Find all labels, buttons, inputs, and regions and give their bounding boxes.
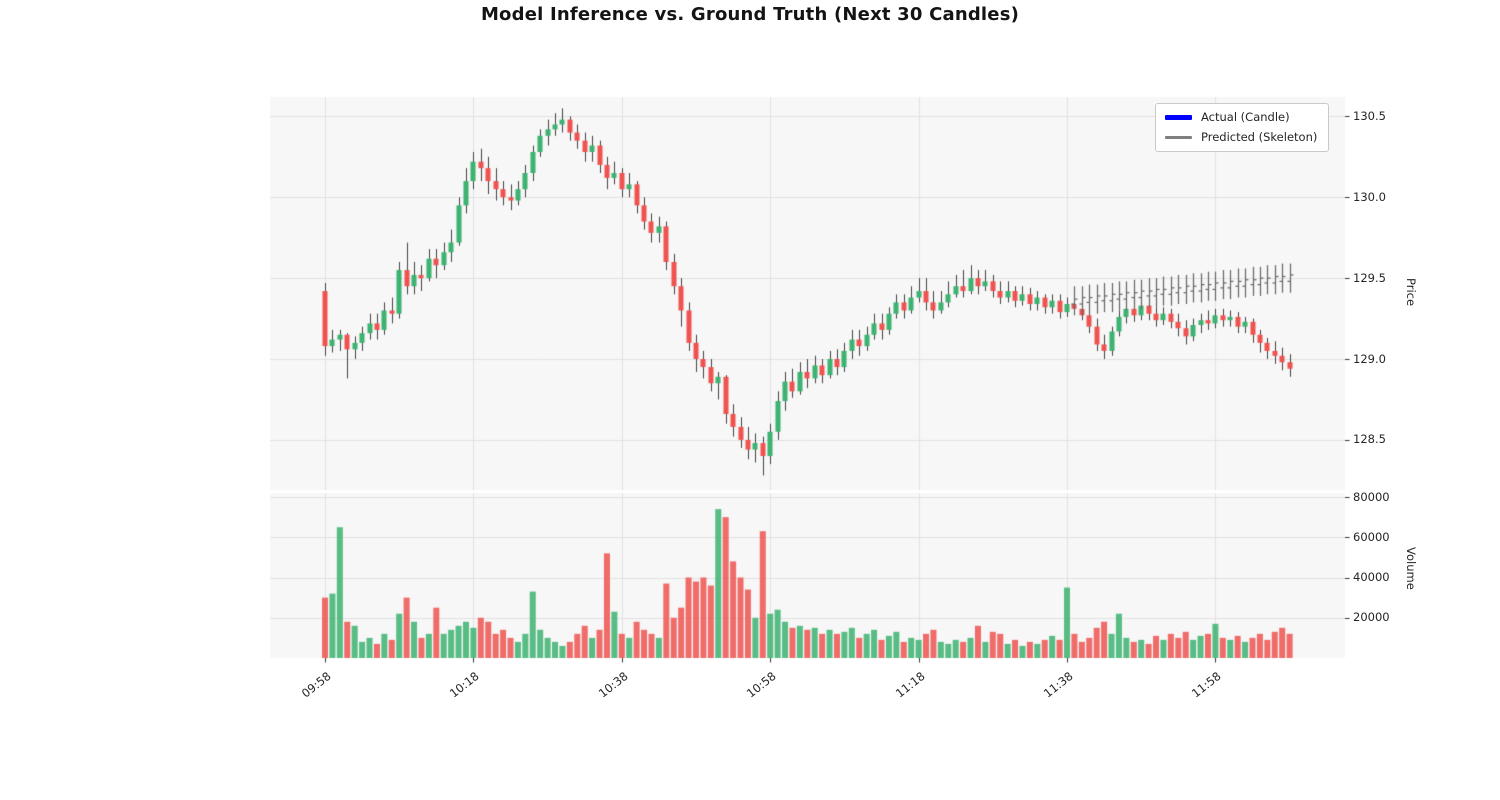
legend-label-predicted: Predicted (Skeleton) xyxy=(1201,130,1318,144)
price-tick-label: 130.0 xyxy=(1353,189,1386,204)
volume-tick-label: 80000 xyxy=(1353,489,1390,504)
chart-title: Model Inference vs. Ground Truth (Next 3… xyxy=(480,4,1020,25)
price-tick-label: 129.0 xyxy=(1353,351,1386,366)
legend-label-actual: Actual (Candle) xyxy=(1201,110,1290,124)
legend-item-predicted: Predicted (Skeleton) xyxy=(1165,130,1317,144)
price-tick-label: 130.5 xyxy=(1353,108,1386,123)
legend-item-actual: Actual (Candle) xyxy=(1165,110,1317,124)
price-axis-label: Price xyxy=(1404,278,1418,307)
actual-line-swatch xyxy=(1165,114,1192,120)
volume-axis-label: Volume xyxy=(1404,547,1418,590)
legend: Actual (Candle) Predicted (Skeleton) xyxy=(1155,103,1330,152)
volume-tick-label: 40000 xyxy=(1353,570,1390,584)
predicted-line-swatch xyxy=(1165,135,1192,139)
price-tick-label: 128.5 xyxy=(1353,432,1386,447)
price-tick-label: 129.5 xyxy=(1353,270,1386,285)
volume-tick-label: 20000 xyxy=(1353,610,1390,625)
volume-tick-label: 60000 xyxy=(1353,529,1390,544)
